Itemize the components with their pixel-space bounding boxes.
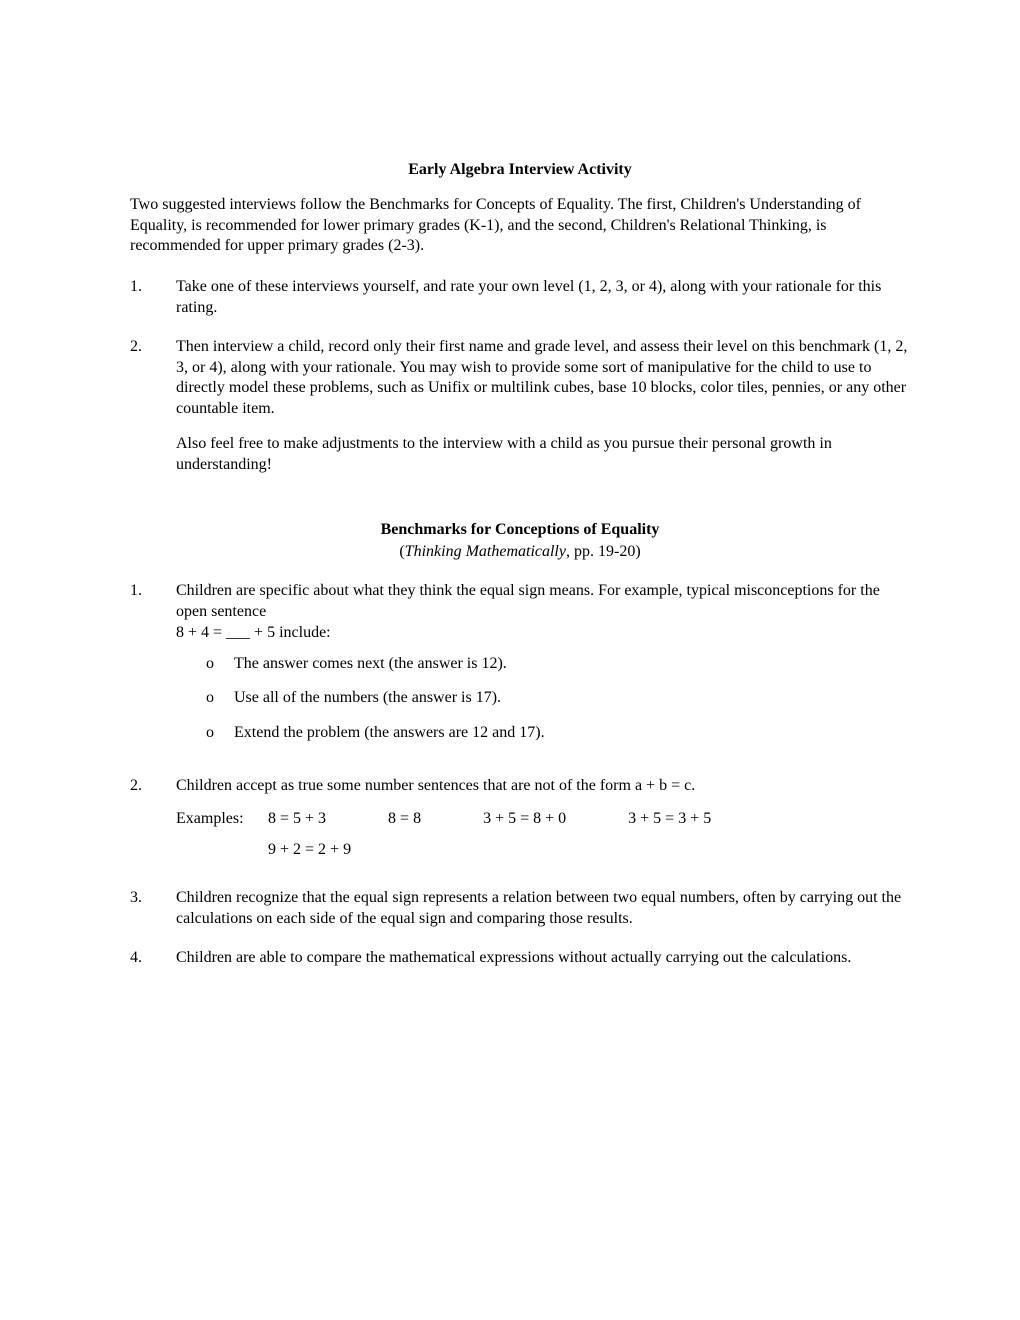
benchmarks-list: 1. Children are specific about what they… (130, 581, 910, 969)
benchmark-equation: 8 + 4 = ___ + 5 include: (176, 623, 910, 644)
document-page: Early Algebra Interview Activity Two sug… (0, 0, 1020, 1320)
examples-row: Examples: 8 = 5 + 3 8 = 8 3 + 5 = 8 + 0 … (176, 809, 910, 830)
page-title: Early Algebra Interview Activity (130, 160, 910, 181)
task-paragraph: Then interview a child, record only thei… (176, 337, 910, 420)
example-expression: 8 = 5 + 3 (268, 809, 326, 830)
benchmark-item: 4. Children are able to compare the math… (130, 948, 910, 969)
benchmark-number: 1. (130, 581, 176, 758)
examples-values: 8 = 5 + 3 8 = 8 3 + 5 = 8 + 0 3 + 5 = 3 … (268, 809, 910, 830)
example-expression: 3 + 5 = 8 + 0 (483, 809, 566, 830)
intro-paragraph: Two suggested interviews follow the Benc… (130, 195, 910, 257)
section-subheading: (Thinking Mathematically, pp. 19-20) (130, 542, 910, 563)
bullet-marker: o (206, 688, 234, 709)
benchmark-number: 3. (130, 888, 176, 930)
task-paragraph: Take one of these interviews yourself, a… (176, 277, 910, 319)
examples-label: Examples: (176, 809, 268, 830)
benchmark-text: Children are able to compare the mathema… (176, 948, 910, 969)
task-item: 1. Take one of these interviews yourself… (130, 277, 910, 319)
benchmark-item: 2. Children accept as true some number s… (130, 776, 910, 870)
benchmark-number: 2. (130, 776, 176, 870)
bullet-list: o The answer comes next (the answer is 1… (176, 654, 910, 744)
benchmark-lead: Children accept as true some number sent… (176, 776, 910, 797)
example-expression: 3 + 5 = 3 + 5 (628, 809, 711, 830)
benchmark-content: Children are able to compare the mathema… (176, 948, 910, 969)
task-number: 2. (130, 337, 176, 476)
bullet-marker: o (206, 654, 234, 675)
task-content: Then interview a child, record only thei… (176, 337, 910, 476)
tasks-list: 1. Take one of these interviews yourself… (130, 277, 910, 475)
bullet-item: o Use all of the numbers (the answer is … (176, 688, 910, 709)
book-title-italic: Thinking Mathematically (405, 543, 566, 560)
benchmark-content: Children are specific about what they th… (176, 581, 910, 758)
example-expression: 8 = 8 (388, 809, 421, 830)
bullet-text: The answer comes next (the answer is 12)… (234, 654, 507, 675)
benchmark-content: Children recognize that the equal sign r… (176, 888, 910, 930)
task-content: Take one of these interviews yourself, a… (176, 277, 910, 319)
bullet-item: o The answer comes next (the answer is 1… (176, 654, 910, 675)
benchmark-number: 4. (130, 948, 176, 969)
paren-close: , pp. 19-20) (566, 543, 641, 560)
bullet-marker: o (206, 723, 234, 744)
task-number: 1. (130, 277, 176, 319)
benchmark-item: 1. Children are specific about what they… (130, 581, 910, 758)
bullet-text: Extend the problem (the answers are 12 a… (234, 723, 545, 744)
task-paragraph: Also feel free to make adjustments to th… (176, 434, 910, 476)
examples-row-2: 9 + 2 = 2 + 9 (268, 840, 910, 861)
benchmark-content: Children accept as true some number sent… (176, 776, 910, 870)
bullet-item: o Extend the problem (the answers are 12… (176, 723, 910, 744)
section-heading: Benchmarks for Conceptions of Equality (130, 520, 910, 541)
benchmark-lead: Children are specific about what they th… (176, 581, 910, 623)
benchmark-text: Children recognize that the equal sign r… (176, 888, 910, 930)
bullet-text: Use all of the numbers (the answer is 17… (234, 688, 501, 709)
benchmark-item: 3. Children recognize that the equal sig… (130, 888, 910, 930)
task-item: 2. Then interview a child, record only t… (130, 337, 910, 476)
